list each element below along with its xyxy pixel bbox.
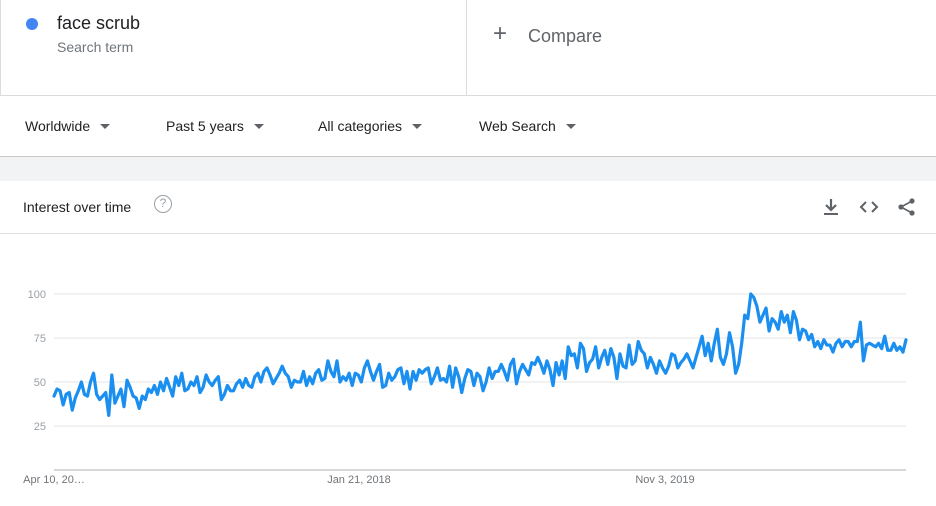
- search-type-filter[interactable]: Web Search: [479, 118, 576, 134]
- series-line-face-scrub: [52, 292, 908, 418]
- search-terms-bar: face scrub Search term + Compare: [0, 0, 936, 96]
- caret-down-icon: [565, 123, 576, 129]
- caret-down-icon: [253, 123, 264, 129]
- embed-icon[interactable]: [859, 197, 879, 217]
- y-tick-label: 100: [28, 289, 46, 301]
- plus-icon: +: [493, 20, 508, 47]
- x-tick-label: Apr 10, 20…: [23, 474, 85, 486]
- category-filter-label: All categories: [318, 118, 403, 134]
- share-icon[interactable]: [897, 197, 917, 217]
- term-color-dot: [26, 18, 38, 30]
- filter-bar: Worldwide Past 5 years All categories We…: [0, 96, 936, 157]
- caret-down-icon: [412, 123, 423, 129]
- region-filter-label: Worldwide: [25, 118, 91, 134]
- x-tick-label: Nov 3, 2019: [635, 474, 694, 486]
- time-range-filter-label: Past 5 years: [166, 118, 244, 134]
- line-chart-svg: 25 50 75 100 Apr 10, 20… Jan 21, 2018 Nov 3, …: [23, 289, 908, 486]
- search-type-filter-label: Web Search: [479, 118, 556, 134]
- compare-button[interactable]: + Compare: [467, 0, 936, 95]
- section-divider: [0, 157, 936, 181]
- y-tick-label: 75: [34, 333, 46, 345]
- download-icon[interactable]: [821, 197, 841, 217]
- search-term-label: face scrub: [57, 13, 141, 33]
- y-tick-label: 25: [34, 421, 46, 433]
- card-title: Interest over time: [23, 199, 132, 215]
- interest-over-time-chart: 25 50 75 100 Apr 10, 20… Jan 21, 2018 Nov 3, …: [0, 234, 936, 506]
- category-filter[interactable]: All categories: [318, 118, 423, 134]
- search-term-card[interactable]: face scrub Search term: [0, 0, 467, 95]
- search-term-sublabel: Search term: [57, 39, 134, 55]
- caret-down-icon: [100, 123, 111, 129]
- card-header: Interest over time ?: [0, 181, 936, 234]
- x-tick-label: Jan 21, 2018: [327, 474, 391, 486]
- y-tick-label: 50: [34, 377, 46, 389]
- help-icon[interactable]: ?: [154, 195, 172, 213]
- region-filter[interactable]: Worldwide: [25, 118, 111, 134]
- compare-label: Compare: [528, 26, 603, 46]
- time-range-filter[interactable]: Past 5 years: [166, 118, 264, 134]
